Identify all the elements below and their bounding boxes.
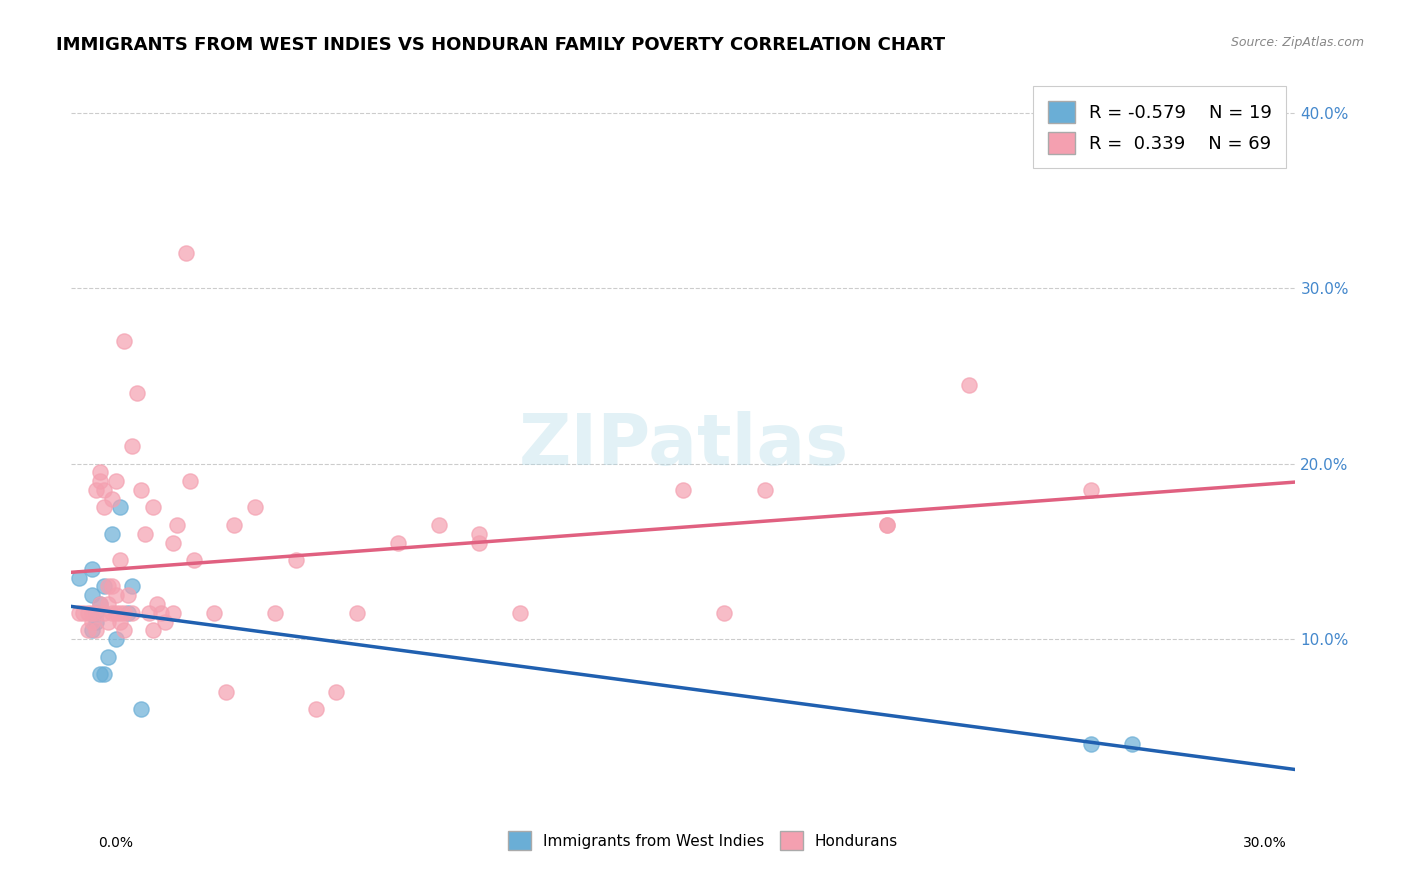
Point bbox=[121, 606, 143, 620]
Point bbox=[76, 624, 98, 638]
Point bbox=[67, 571, 90, 585]
Point bbox=[117, 606, 139, 620]
Point bbox=[101, 579, 124, 593]
Point bbox=[93, 483, 115, 497]
Point bbox=[121, 439, 143, 453]
Point bbox=[105, 632, 128, 646]
Point bbox=[105, 588, 128, 602]
Point bbox=[346, 606, 368, 620]
Point bbox=[84, 606, 107, 620]
Text: IMMIGRANTS FROM WEST INDIES VS HONDURAN FAMILY POVERTY CORRELATION CHART: IMMIGRANTS FROM WEST INDIES VS HONDURAN … bbox=[56, 36, 945, 54]
Point bbox=[468, 526, 491, 541]
Point bbox=[67, 606, 90, 620]
Point bbox=[112, 606, 135, 620]
Point bbox=[150, 606, 173, 620]
Legend: R = -0.579    N = 19, R =  0.339    N = 69: R = -0.579 N = 19, R = 0.339 N = 69 bbox=[1033, 87, 1286, 169]
Point bbox=[89, 597, 111, 611]
Point bbox=[957, 377, 980, 392]
Point bbox=[89, 474, 111, 488]
Point bbox=[72, 606, 94, 620]
Point bbox=[101, 606, 124, 620]
Point bbox=[387, 535, 409, 549]
Point bbox=[876, 518, 898, 533]
Point bbox=[97, 615, 120, 629]
Point bbox=[264, 606, 287, 620]
Point bbox=[713, 606, 735, 620]
Point bbox=[224, 518, 246, 533]
Point bbox=[125, 386, 148, 401]
Point bbox=[427, 518, 450, 533]
Text: 30.0%: 30.0% bbox=[1243, 836, 1286, 850]
Point bbox=[134, 526, 156, 541]
Point bbox=[1080, 737, 1102, 751]
Point bbox=[243, 500, 266, 515]
Point bbox=[80, 615, 103, 629]
Point bbox=[112, 334, 135, 348]
Point bbox=[174, 246, 197, 260]
Point bbox=[305, 702, 328, 716]
Legend: Immigrants from West Indies, Hondurans: Immigrants from West Indies, Hondurans bbox=[496, 819, 910, 862]
Point bbox=[76, 606, 98, 620]
Point bbox=[117, 588, 139, 602]
Point bbox=[166, 518, 188, 533]
Point bbox=[97, 649, 120, 664]
Point bbox=[146, 597, 169, 611]
Point bbox=[84, 615, 107, 629]
Point bbox=[162, 606, 184, 620]
Point bbox=[202, 606, 225, 620]
Point bbox=[93, 579, 115, 593]
Point bbox=[84, 483, 107, 497]
Point bbox=[105, 606, 128, 620]
Point bbox=[89, 466, 111, 480]
Point bbox=[325, 684, 347, 698]
Point bbox=[101, 526, 124, 541]
Point bbox=[105, 474, 128, 488]
Point bbox=[101, 491, 124, 506]
Text: 0.0%: 0.0% bbox=[98, 836, 134, 850]
Point bbox=[108, 553, 131, 567]
Point bbox=[179, 474, 201, 488]
Point bbox=[142, 624, 165, 638]
Point bbox=[509, 606, 531, 620]
Point bbox=[142, 500, 165, 515]
Point bbox=[84, 624, 107, 638]
Point bbox=[138, 606, 160, 620]
Point bbox=[84, 606, 107, 620]
Point bbox=[97, 579, 120, 593]
Point bbox=[468, 535, 491, 549]
Point bbox=[97, 597, 120, 611]
Point bbox=[162, 535, 184, 549]
Point bbox=[215, 684, 238, 698]
Point bbox=[153, 615, 176, 629]
Point bbox=[1080, 483, 1102, 497]
Point bbox=[121, 579, 143, 593]
Point bbox=[93, 606, 115, 620]
Point bbox=[108, 606, 131, 620]
Point bbox=[876, 518, 898, 533]
Point bbox=[93, 500, 115, 515]
Text: Source: ZipAtlas.com: Source: ZipAtlas.com bbox=[1230, 36, 1364, 49]
Point bbox=[80, 606, 103, 620]
Point bbox=[89, 667, 111, 681]
Point bbox=[129, 483, 152, 497]
Point bbox=[129, 702, 152, 716]
Point bbox=[183, 553, 205, 567]
Point bbox=[108, 615, 131, 629]
Point bbox=[284, 553, 307, 567]
Point bbox=[754, 483, 776, 497]
Point bbox=[80, 588, 103, 602]
Point bbox=[89, 597, 111, 611]
Point bbox=[672, 483, 695, 497]
Point bbox=[80, 624, 103, 638]
Point bbox=[80, 562, 103, 576]
Point bbox=[93, 667, 115, 681]
Point bbox=[112, 624, 135, 638]
Point bbox=[1121, 737, 1143, 751]
Text: ZIPatlas: ZIPatlas bbox=[519, 411, 848, 481]
Point bbox=[108, 500, 131, 515]
